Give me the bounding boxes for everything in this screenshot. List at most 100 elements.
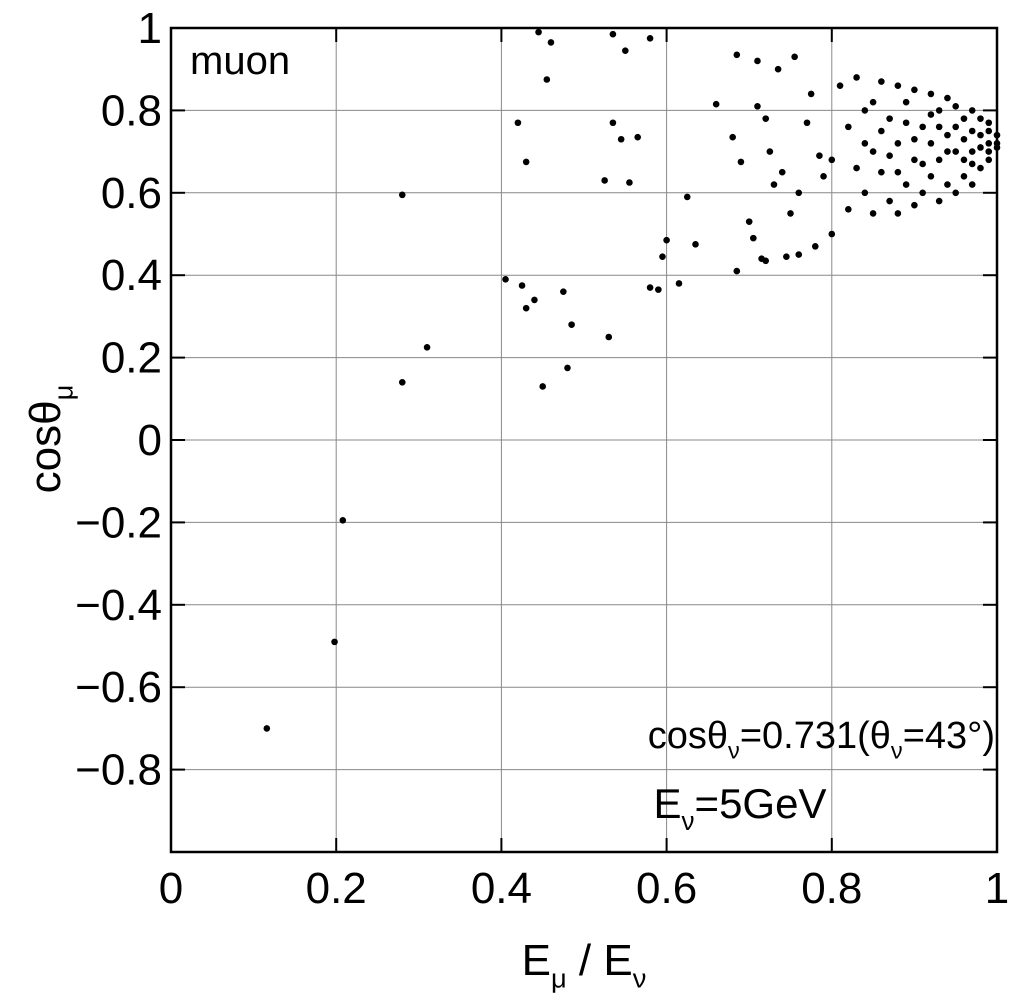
x-axis-label: Eμ / Eν: [522, 936, 647, 993]
data-point: [543, 76, 551, 83]
label-part: μ: [551, 962, 567, 993]
data-point: [609, 30, 617, 38]
label-part: ν: [682, 806, 695, 836]
data-point: [869, 98, 877, 106]
data-point: [791, 53, 798, 61]
y-tick-label: 1: [138, 4, 162, 53]
data-point: [535, 28, 542, 36]
x-tick-label: 0.8: [801, 864, 862, 913]
y-axis-label: cosθμ: [21, 385, 78, 494]
data-point: [985, 156, 993, 164]
data-point: [398, 379, 406, 386]
data-point: [944, 94, 951, 102]
label-part: cosθ: [648, 715, 728, 757]
data-point: [927, 90, 935, 98]
data-point: [960, 115, 968, 122]
data-point: [985, 140, 993, 147]
y-tick-label: −0.8: [75, 746, 162, 795]
data-point: [977, 144, 984, 151]
label-part: μ: [47, 385, 78, 401]
data-point: [737, 158, 745, 166]
data-point: [902, 119, 910, 127]
data-point: [423, 344, 431, 351]
y-tick-label: 0.8: [101, 86, 162, 135]
data-point: [944, 131, 951, 139]
data-point: [886, 152, 893, 160]
data-point: [803, 119, 811, 127]
data-point: [655, 286, 662, 293]
data-point: [861, 189, 869, 197]
data-point: [869, 148, 877, 155]
data-point: [886, 115, 893, 122]
data-point: [646, 35, 654, 42]
data-point: [605, 333, 613, 341]
data-point: [778, 168, 786, 176]
data-point: [952, 123, 959, 131]
annotation: Eν=5GeV: [654, 780, 827, 836]
data-point: [845, 123, 852, 131]
data-point: [770, 181, 778, 188]
data-point: [902, 181, 910, 188]
data-point: [683, 193, 691, 201]
data-point: [733, 267, 741, 275]
data-point: [968, 107, 976, 114]
data-point: [952, 102, 959, 110]
data-point: [919, 123, 926, 131]
data-point: [878, 78, 885, 85]
data-point: [502, 276, 509, 283]
data-point: [853, 164, 860, 172]
label-part: ν: [633, 962, 647, 993]
data-point: [609, 119, 617, 127]
label-part: cosθ: [21, 400, 70, 493]
data-point: [902, 98, 910, 106]
data-point: [911, 156, 918, 164]
data-point: [626, 179, 633, 186]
x-tick-label: 0: [159, 864, 183, 913]
data-point: [783, 253, 790, 260]
data-point: [886, 197, 893, 205]
data-point: [919, 189, 926, 197]
data-point: [568, 321, 575, 328]
x-tick-label: 0.2: [306, 864, 367, 913]
data-point: [675, 280, 683, 287]
data-point: [762, 115, 770, 122]
data-point: [774, 65, 782, 73]
y-tick-label: 0: [138, 416, 162, 465]
data-point: [762, 257, 770, 265]
y-tick-label: −0.2: [75, 498, 162, 547]
data-point: [935, 197, 943, 205]
data-point: [754, 102, 761, 110]
data-point: [811, 243, 819, 250]
data-point: [977, 164, 984, 172]
data-point: [522, 158, 530, 166]
data-point: [514, 119, 522, 127]
data-point: [861, 140, 869, 147]
data-point: [820, 173, 827, 180]
data-point: [894, 210, 902, 217]
data-point: [968, 127, 976, 135]
data-point: [646, 284, 654, 291]
data-point: [977, 115, 984, 122]
data-point: [807, 90, 815, 98]
label-part: ν: [728, 738, 740, 764]
data-point: [894, 140, 902, 147]
data-point: [977, 131, 984, 139]
x-tick-label: 0.4: [471, 864, 532, 913]
data-point: [919, 160, 926, 168]
data-point: [836, 82, 844, 89]
data-point: [787, 210, 794, 217]
y-tick-label: −0.4: [75, 581, 162, 630]
data-point: [869, 210, 877, 217]
data-point: [750, 234, 757, 242]
data-point: [960, 135, 968, 143]
data-point: [745, 218, 753, 225]
label-part: =43°): [903, 715, 995, 757]
data-point: [617, 135, 625, 143]
label-part: E: [522, 936, 551, 985]
data-point: [339, 517, 347, 524]
data-point: [547, 39, 555, 46]
data-point: [816, 152, 823, 160]
data-point: [828, 230, 836, 238]
data-point: [968, 181, 976, 188]
data-point: [935, 123, 943, 131]
